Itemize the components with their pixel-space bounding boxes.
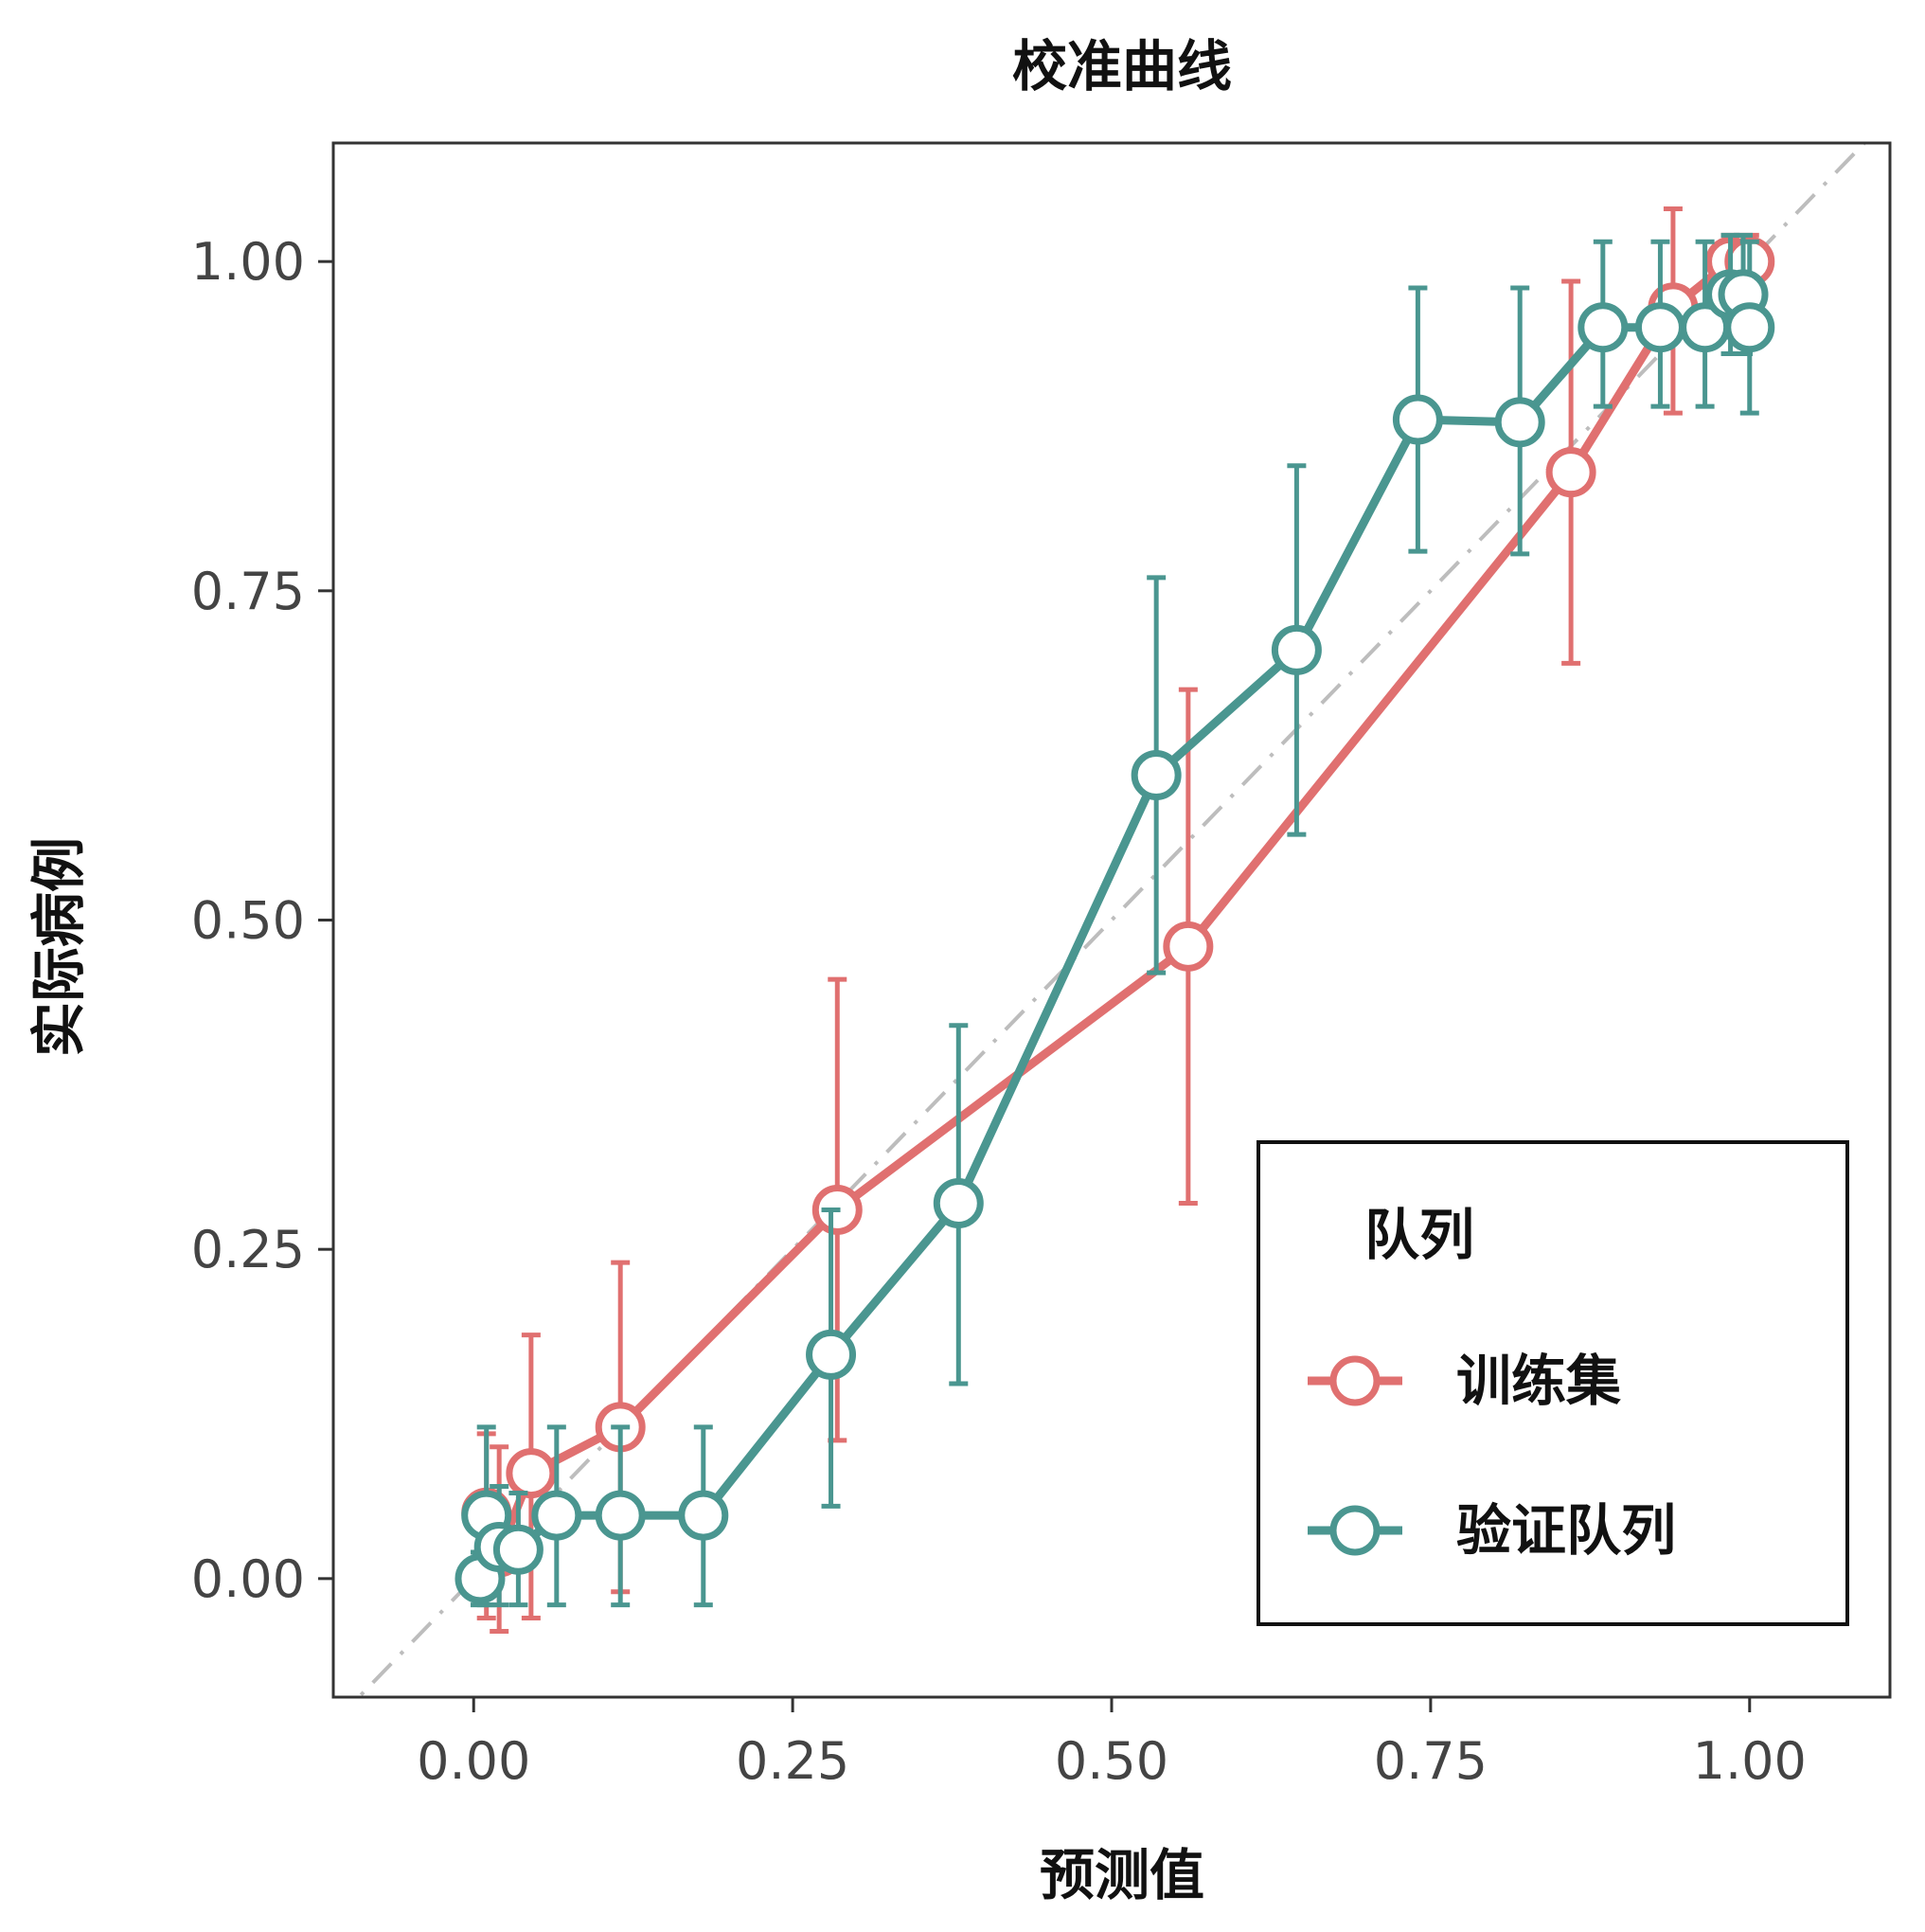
y-tick-label-3: 0.75: [191, 562, 305, 621]
data-point-1-5: [595, 1490, 646, 1541]
x-tick-label-2: 0.50: [1055, 1731, 1168, 1791]
x-tick-label-0: 0.00: [417, 1731, 530, 1791]
y-tick-label-1: 0.25: [191, 1220, 305, 1279]
plot-panel-border: [331, 141, 1892, 1699]
x-tick-label-3: 0.75: [1374, 1731, 1488, 1791]
legend-label-0: 训练集: [1456, 1349, 1621, 1413]
x-axis-title: 预测值: [1040, 1843, 1204, 1907]
data-point-1-18: [1724, 302, 1775, 353]
legend-key-0: [1308, 1355, 1402, 1406]
plot-area: 0.00 0.25 0.50 0.75 1.00 0.00 0.25 0.50 0.75 1.00: [191, 141, 1892, 1791]
chart-title: 校准曲线: [1012, 34, 1232, 98]
data-point-1-7: [806, 1329, 857, 1380]
data-point-0-2: [506, 1448, 557, 1499]
data-point-1-11: [1392, 394, 1443, 445]
legend-label-1: 验证队列: [1456, 1498, 1676, 1563]
legend-key-marker: [1329, 1505, 1381, 1556]
data-point-1-10: [1271, 624, 1322, 675]
data-point-1-8: [933, 1177, 984, 1228]
data-point-1-13: [1577, 302, 1629, 353]
y-axis-title: 实际病例: [27, 837, 91, 1057]
x-tick-label-1: 0.25: [736, 1731, 849, 1791]
data-point-1-9: [1131, 750, 1182, 801]
series-1: [455, 232, 1775, 1608]
y-tick-label-0: 0.00: [191, 1549, 305, 1609]
data-point-1-12: [1494, 397, 1545, 448]
data-point-1-4: [531, 1490, 582, 1541]
legend-title: 队列: [1364, 1203, 1474, 1267]
data-point-1-6: [678, 1490, 729, 1541]
data-point-1-3: [492, 1524, 544, 1575]
data-point-1-14: [1634, 302, 1685, 353]
data-point-0-6: [1545, 447, 1596, 498]
legend-key-1: [1308, 1505, 1402, 1556]
x-tick-label-4: 1.00: [1693, 1731, 1807, 1791]
data-point-0-5: [1163, 921, 1214, 972]
y-tick-label-4: 1.00: [191, 232, 305, 292]
legend-key-marker: [1329, 1355, 1381, 1406]
y-tick-label-2: 0.50: [191, 891, 305, 951]
